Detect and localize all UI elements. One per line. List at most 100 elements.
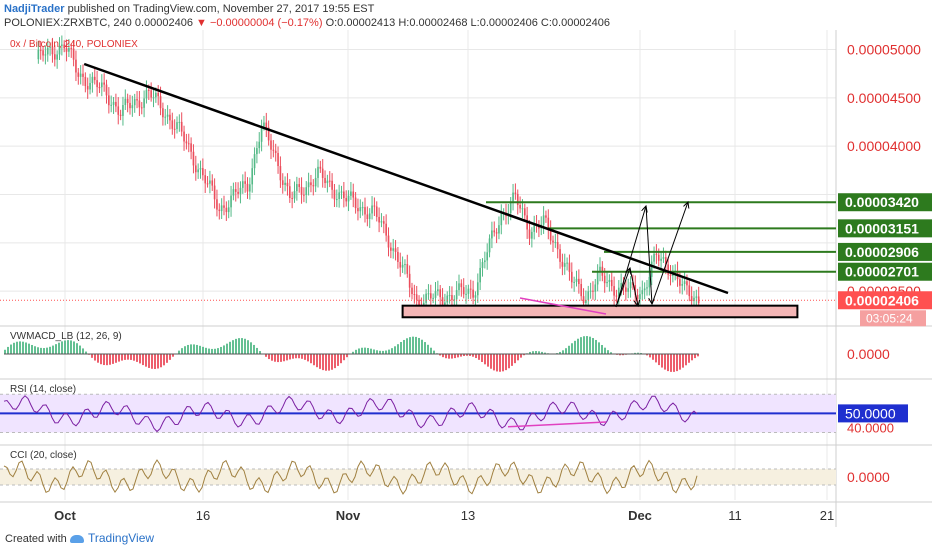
- macd-histogram-bar: [454, 354, 456, 359]
- macd-histogram-bar: [511, 354, 513, 366]
- candle-body: [441, 297, 444, 305]
- macd-histogram-bar: [91, 354, 93, 358]
- level-price-tag: [838, 219, 932, 238]
- macd-histogram-bar: [457, 354, 459, 358]
- price-tick-label: 0.00004000: [847, 138, 921, 154]
- candle-body: [404, 264, 406, 266]
- macd-histogram-bar: [430, 347, 432, 354]
- close-value: C:0.00002406: [540, 17, 611, 29]
- macd-histogram-bar: [649, 354, 651, 358]
- macd-histogram-bar: [466, 354, 468, 356]
- candle-body: [211, 180, 214, 186]
- macd-histogram-bar: [667, 354, 669, 372]
- chart-canvas[interactable]: 0x / Bitcoin, 240, POLONIEX VWMACD_LB (1…: [0, 30, 932, 527]
- candle-body: [152, 97, 155, 99]
- candle-body: [359, 207, 362, 212]
- macd-histogram-bar: [124, 354, 126, 360]
- candle-body: [350, 191, 352, 196]
- macd-histogram-bar: [658, 354, 660, 366]
- candle-body: [178, 121, 181, 123]
- macd-histogram-bar: [67, 340, 69, 354]
- macd-histogram-bar: [4, 349, 6, 354]
- macd-histogram-bar: [508, 354, 510, 369]
- macd-histogram-bar: [265, 354, 267, 357]
- candle-body: [331, 180, 333, 190]
- candle-body: [345, 198, 348, 202]
- candle-body: [225, 207, 228, 213]
- tradingview-logo[interactable]: TradingView: [70, 531, 154, 545]
- macd-histogram-bar: [73, 341, 75, 354]
- macd-histogram-bar: [607, 350, 609, 354]
- macd-histogram-bar: [223, 345, 225, 354]
- macd-histogram-bar: [331, 354, 333, 370]
- macd-histogram-bar: [163, 354, 165, 366]
- price-divergence-line: [519, 297, 607, 315]
- candle-body: [610, 279, 613, 287]
- candle-body: [495, 232, 498, 234]
- candle-body: [364, 207, 366, 215]
- low-value: L:0.00002406: [470, 17, 538, 29]
- candle-body: [458, 283, 460, 291]
- candle-body: [199, 168, 202, 170]
- macd-histogram-bar: [505, 354, 507, 371]
- macd-histogram-bar: [451, 354, 453, 359]
- macd-histogram-bar: [604, 347, 606, 354]
- macd-histogram-bar: [94, 354, 96, 361]
- candle-body: [484, 260, 486, 263]
- candle-body: [549, 229, 552, 241]
- candle-body: [296, 184, 298, 192]
- candle-body: [392, 248, 395, 251]
- candle-body: [500, 213, 503, 226]
- macd-histogram-bar: [172, 354, 174, 357]
- macd-histogram-bar: [343, 354, 345, 361]
- macd-histogram-bar: [244, 338, 246, 354]
- candle-body: [166, 114, 169, 117]
- candle-body: [608, 279, 611, 282]
- candle-body: [343, 191, 345, 199]
- macd-histogram-bar: [286, 354, 288, 361]
- candle-body: [660, 258, 662, 261]
- macd-histogram-bar: [166, 354, 168, 363]
- candle-body: [533, 224, 536, 232]
- macd-histogram-bar: [583, 336, 585, 354]
- candle-body: [72, 48, 75, 60]
- macd-histogram-bar: [589, 336, 591, 354]
- candle-body: [79, 73, 82, 77]
- candle-body: [241, 181, 244, 188]
- candle-body: [119, 114, 122, 116]
- candle-body: [46, 47, 49, 55]
- candle-body: [58, 45, 61, 55]
- candle-body: [636, 294, 639, 300]
- candle-body: [693, 297, 695, 302]
- macd-histogram-bar: [298, 354, 300, 359]
- time-tick-label: 21: [820, 508, 834, 523]
- macd-histogram-bar: [31, 344, 33, 354]
- macd-histogram-bar: [10, 344, 12, 354]
- macd-histogram-bar: [688, 354, 690, 363]
- candle-body: [596, 272, 599, 285]
- macd-histogram-bar: [655, 354, 657, 363]
- macd-histogram-bar: [214, 348, 216, 354]
- macd-histogram-bar: [19, 341, 21, 354]
- candle-body: [37, 49, 40, 60]
- macd-histogram-bar: [340, 354, 342, 364]
- candle-body: [446, 295, 449, 303]
- level-price-tag: [838, 262, 932, 281]
- candle-body: [568, 262, 571, 272]
- symbol-label: POLONIEX:ZRXBTC, 240: [4, 17, 132, 29]
- candle-body: [556, 242, 559, 250]
- time-tick-label: Nov: [336, 508, 361, 523]
- macd-histogram-bar: [517, 354, 519, 361]
- macd-histogram-bar: [328, 354, 330, 371]
- macd-histogram-bar: [307, 354, 309, 362]
- candle-body: [75, 59, 77, 73]
- author-name[interactable]: NadjiTrader: [4, 3, 65, 15]
- macd-histogram-bar: [187, 344, 189, 354]
- rsi-label: RSI (14, close): [10, 384, 76, 395]
- macd-histogram-bar: [16, 341, 18, 354]
- macd-histogram-bar: [529, 351, 531, 354]
- macd-histogram-bar: [499, 354, 501, 372]
- grid: [0, 30, 932, 527]
- macd-histogram-bar: [592, 338, 594, 354]
- candle-body: [594, 284, 597, 292]
